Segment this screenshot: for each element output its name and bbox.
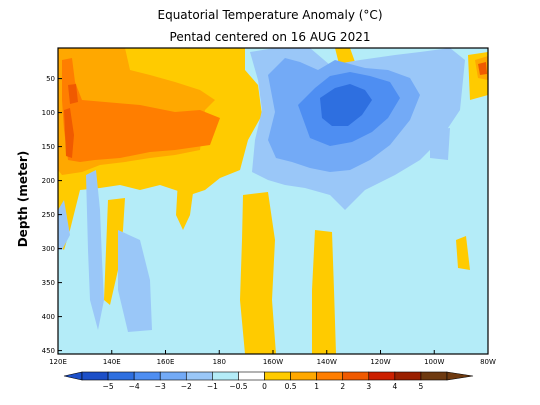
- y-tick-label: 450: [42, 347, 55, 355]
- colorbar-label: −0.5: [229, 382, 247, 391]
- colorbar-swatch: [212, 371, 239, 381]
- cold-anomaly-0.5: [118, 230, 152, 332]
- colorbar-swatch: [342, 371, 370, 381]
- x-tick-label: 180: [213, 358, 226, 366]
- x-tick-label: 120E: [49, 358, 67, 366]
- warm-anomaly-3: [478, 62, 487, 75]
- warm-anomaly-2: [62, 58, 220, 162]
- y-tick-label: 200: [42, 177, 55, 185]
- y-tick-label: 150: [42, 143, 55, 151]
- warm-anomaly-0.5: [240, 192, 276, 354]
- x-tick-label: 80W: [480, 358, 496, 366]
- colorbar-label: 0: [262, 382, 267, 391]
- colorbar-swatch: [290, 371, 317, 381]
- colorbar-label: −3: [155, 382, 166, 391]
- y-tick-label: 100: [42, 109, 55, 117]
- y-tick-label: 400: [42, 313, 55, 321]
- colorbar-label: 1: [314, 382, 319, 391]
- warm-anomaly-0.5: [176, 178, 195, 230]
- colorbar-label: 5: [419, 382, 424, 391]
- x-axis: 120E 140E 160E 180 160W 140W 120W 100W 80W: [49, 350, 496, 366]
- colorbar-label: 2: [340, 382, 345, 391]
- colorbar-swatch: [133, 371, 161, 381]
- colorbar-swatch: [185, 371, 213, 381]
- y-tick-label: 50: [46, 75, 55, 83]
- colorbar-label: −5: [103, 382, 114, 391]
- x-tick-label: 140E: [103, 358, 121, 366]
- warm-anomaly-0.5: [456, 236, 470, 270]
- chart-subtitle: Pentad centered on 16 AUG 2021: [169, 30, 371, 44]
- plot-area: [58, 48, 488, 354]
- cold-anomaly-0.5: [430, 128, 450, 160]
- colorbar-swatch: [81, 371, 109, 381]
- colorbar-label: −2: [181, 382, 192, 391]
- colorbar-label: −1: [207, 382, 218, 391]
- colorbar-swatch: [368, 371, 396, 381]
- colorbar-swatch: [420, 371, 448, 381]
- colorbar-swatch: [316, 371, 344, 381]
- y-tick-label: 350: [42, 279, 55, 287]
- y-axis-label: Depth (meter): [16, 150, 30, 248]
- colorbar-low-arrow: [63, 371, 83, 381]
- warm-anomaly-0.5: [312, 230, 336, 354]
- x-tick-label: 160W: [263, 358, 283, 366]
- colorbar-swatch: [238, 371, 265, 381]
- colorbar-label: 3: [366, 382, 371, 391]
- colorbar-high-arrow: [446, 371, 474, 381]
- colorbar-swatch: [394, 371, 422, 381]
- colorbar-label: 4: [392, 382, 397, 391]
- colorbar: −5 −4 −3 −2 −1 −0.5 0 0.5 1 2 3 4 5: [63, 371, 474, 391]
- cold-anomaly-0.5: [58, 200, 70, 250]
- cold-anomaly-0.5: [86, 170, 104, 330]
- chart-title: Equatorial Temperature Anomaly (°C): [157, 8, 383, 22]
- colorbar-swatch: [107, 371, 135, 381]
- colorbar-label: 0.5: [285, 382, 297, 391]
- y-tick-label: 300: [42, 245, 55, 253]
- y-axis: 50 100 150 200 250 300 350 400 450: [42, 75, 62, 355]
- x-tick-label: 160E: [157, 358, 175, 366]
- colorbar-swatch: [159, 371, 187, 381]
- x-tick-label: 120W: [370, 358, 390, 366]
- warm-anomaly-0.5: [104, 198, 125, 305]
- colorbar-label: −4: [129, 382, 140, 391]
- x-tick-label: 100W: [424, 358, 444, 366]
- cold-anomaly-3: [320, 84, 372, 126]
- x-tick-label: 140W: [317, 358, 337, 366]
- warm-anomaly-3: [64, 108, 74, 158]
- y-tick-label: 250: [42, 211, 55, 219]
- warm-anomaly-3: [68, 84, 78, 104]
- colorbar-swatch: [264, 371, 291, 381]
